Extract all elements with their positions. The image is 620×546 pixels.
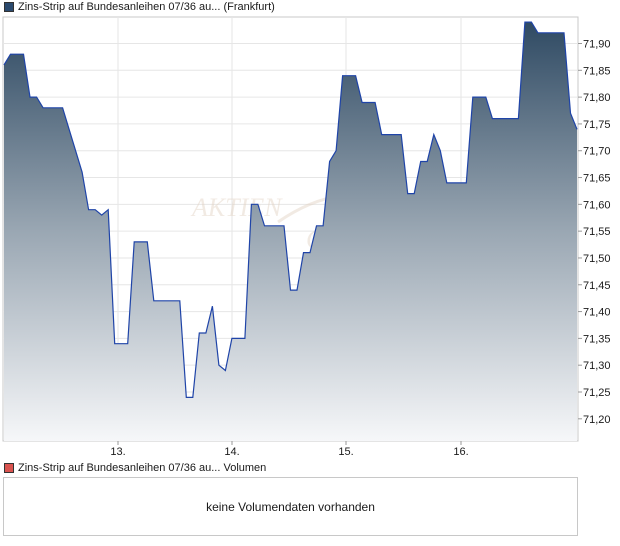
legend-price: Zins-Strip auf Bundesanleihen 07/36 au..… xyxy=(4,0,275,14)
y-tick-label: 71,55 xyxy=(583,226,611,238)
legend-volume: Zins-Strip auf Bundesanleihen 07/36 au..… xyxy=(4,461,266,475)
y-tick-label: 71,90 xyxy=(583,39,611,51)
y-tick-label: 71,45 xyxy=(583,280,611,292)
y-tick-label: 71,50 xyxy=(583,253,611,265)
y-tick-label: 71,40 xyxy=(583,307,611,319)
price-area xyxy=(4,22,577,441)
x-tick-label: 13. xyxy=(110,446,125,458)
y-tick-label: 71,35 xyxy=(583,333,611,345)
x-tick-label: 14. xyxy=(224,446,239,458)
x-tick-label: 16. xyxy=(453,446,468,458)
legend-price-swatch xyxy=(4,2,14,12)
y-tick-label: 71,60 xyxy=(583,199,611,211)
price-chart: AKTIEN C 71,9071,8571,8071,7571,7071,657… xyxy=(2,16,611,458)
y-tick-label: 71,25 xyxy=(583,387,611,399)
volume-empty-message: keine Volumendaten vorhanden xyxy=(206,499,375,514)
y-tick-label: 71,85 xyxy=(583,65,611,77)
y-tick-label: 71,70 xyxy=(583,146,611,158)
y-tick-label: 71,65 xyxy=(583,173,611,185)
y-tick-label: 71,30 xyxy=(583,360,611,372)
legend-volume-swatch xyxy=(4,463,14,473)
legend-price-label: Zins-Strip auf Bundesanleihen 07/36 au..… xyxy=(18,1,275,13)
y-tick-label: 71,20 xyxy=(583,414,611,426)
y-tick-label: 71,80 xyxy=(583,92,611,104)
volume-panel: keine Volumendaten vorhanden xyxy=(3,477,578,536)
legend-volume-label: Zins-Strip auf Bundesanleihen 07/36 au..… xyxy=(18,462,267,474)
x-tick-label: 15. xyxy=(338,446,353,458)
watermark-text: AKTIEN xyxy=(190,193,283,222)
price-line xyxy=(3,21,578,398)
y-tick-label: 71,75 xyxy=(583,119,611,131)
